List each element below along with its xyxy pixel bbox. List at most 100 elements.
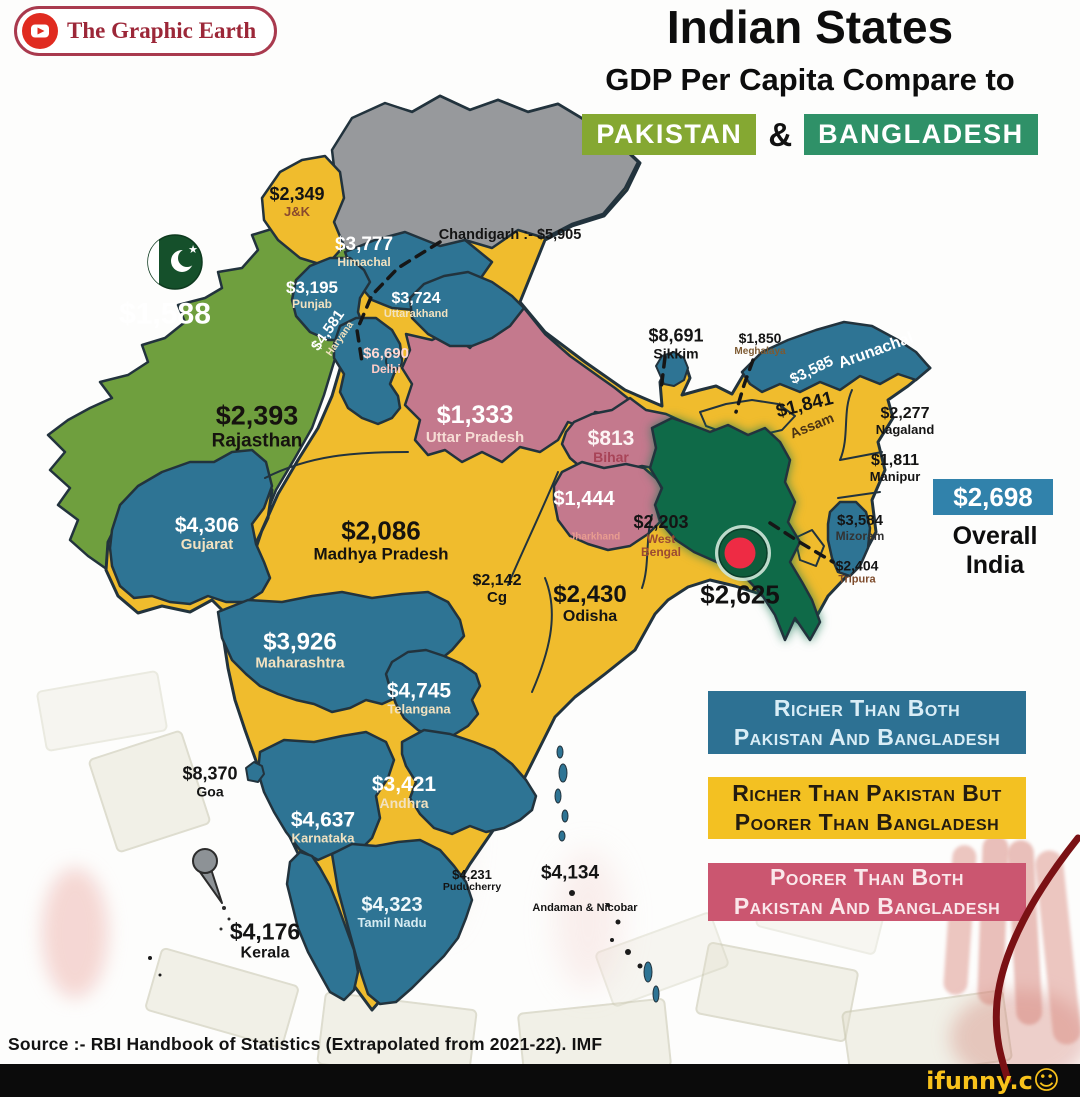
label-gujarat: $4,306 Gujarat — [175, 514, 239, 554]
legend-poorer-than-both: Poorer Than Both Pakistan And Bangladesh — [708, 863, 1026, 921]
label-jk: $2,349 J&K — [269, 183, 325, 219]
telangana-value: $4,745 — [386, 679, 452, 703]
label-goa: $8,370 Goa — [182, 764, 237, 799]
label-delhi: $6,690 Delhi — [363, 346, 409, 376]
rajasthan-value: $2,393 — [215, 400, 299, 431]
label-odisha: $2,430 Odisha — [553, 581, 627, 626]
label-bihar: $813 Bihar — [588, 427, 635, 465]
label-pakistan-value: $1,588 — [119, 297, 211, 331]
mizoram-name: Mizoram — [835, 528, 885, 543]
jk-name: J&K — [283, 203, 310, 219]
label-jharkhand-value: $1,444 — [553, 488, 615, 510]
state-goa — [245, 761, 265, 783]
odisha-name: Odisha — [562, 608, 618, 626]
overall-india-label: Overall India — [952, 522, 1038, 579]
smiley-icon: ☺ — [1032, 1066, 1060, 1096]
title-badges: PAKISTAN & BANGLADESH — [540, 114, 1080, 155]
label-meghalaya: $1,850 Meghalaya — [734, 330, 785, 357]
maharashtra-name: Maharashtra — [255, 654, 345, 672]
legend-line: Richer Than Both — [773, 694, 961, 721]
label-madhya-pradesh: $2,086 Madhya Pradesh — [313, 516, 448, 563]
chhattisgarh-value: $2,142 — [472, 571, 522, 589]
border-chhattisgarh-odisha — [531, 577, 553, 693]
label-karnataka: $4,637 Karnataka — [291, 808, 355, 845]
label-kerala: $4,176 Kerala — [230, 919, 300, 963]
faded-pink-shape — [555, 850, 621, 990]
border-assam-nagaland — [839, 389, 853, 461]
state-jk — [260, 154, 346, 268]
label-mizoram: $3,584 Mizoram — [836, 513, 885, 543]
label-himachal: $3,777 Himachal — [335, 234, 393, 269]
legend-line: Poorer Than Bangladesh — [734, 809, 1000, 835]
uttar-pradesh-name: Uttar Pradesh — [425, 428, 525, 446]
state-haryana — [332, 316, 404, 426]
state-telangana — [384, 648, 482, 740]
label-nagaland: $2,277 Nagaland — [876, 405, 935, 437]
maharashtra-value: $3,926 — [263, 628, 337, 656]
gujarat-name: Gujarat — [180, 536, 234, 554]
channel-name: The Graphic Earth — [67, 18, 257, 43]
uttarakhand-name: Uttarakhand — [383, 307, 449, 320]
sikkim-name: Sikkim — [653, 345, 699, 362]
label-west-bengal: $2,203 West Bengal — [632, 511, 690, 559]
leader-chandigarh — [355, 240, 442, 364]
label-maharashtra: $3,926 Maharashtra — [255, 628, 345, 673]
label-andaman-name: Andaman & Nicobar — [532, 901, 638, 914]
andaman-nicobar-islands — [554, 745, 660, 1003]
label-rajasthan: $2,393 Rajasthan — [211, 400, 303, 453]
goa-name: Goa — [196, 783, 224, 800]
pakistan-flag-icon: ★ — [147, 234, 203, 290]
legend-line: Poorer Than Both — [770, 864, 964, 891]
svg-text:★: ★ — [188, 244, 198, 256]
madhya-pradesh-value: $2,086 — [341, 515, 421, 546]
label-chhattisgarh: $2,142 Cg — [473, 572, 522, 606]
west-bengal-value: $2,203 — [633, 511, 689, 532]
label-chandigarh: Chandigarh :- $5,905 — [438, 227, 582, 244]
puducherry-name: Puducherry — [442, 881, 502, 894]
ifunny-watermark-text: ifunny.c — [926, 1067, 1033, 1095]
border-mp-chhattisgarh — [507, 471, 559, 586]
border-odisha-westbengal — [641, 514, 653, 589]
label-andhra: $3,421 Andhra — [372, 773, 436, 811]
nagaland-name: Nagaland — [875, 421, 935, 437]
legend-line: Richer Than Pakistan But — [732, 780, 1002, 807]
label-tripura: $2,404 Tripura — [835, 557, 879, 586]
leader-sikkim — [659, 355, 667, 392]
legend-line: Pakistan And Bangladesh — [733, 723, 1001, 750]
border-manipur-mizoram — [837, 491, 881, 499]
border-nagaland-manipur — [839, 451, 883, 461]
uttar-pradesh-value: $1,333 — [436, 401, 514, 429]
state-andhra — [400, 728, 538, 836]
punjab-name: Punjab — [291, 296, 332, 311]
rajasthan-name: Rajasthan — [211, 430, 303, 452]
leader-tripura — [768, 521, 835, 564]
tripura-value: $2,404 — [835, 557, 879, 574]
page-subtitle: GDP Per Capita Compare to — [605, 62, 1015, 97]
channel-logo: The Graphic Earth — [14, 6, 278, 56]
telangana-name: Telangana — [387, 701, 451, 717]
faded-pink-shape — [42, 868, 108, 998]
state-jharkhand — [552, 460, 666, 552]
odisha-value: $2,430 — [553, 581, 627, 609]
label-bangladesh-value: $2,625 — [700, 579, 780, 610]
label-punjab: $3,195 Punjab — [286, 278, 338, 311]
jk-value: $2,349 — [269, 183, 325, 204]
leader-meghalaya — [734, 358, 755, 414]
label-puducherry: $4,231 Puducherry — [442, 867, 502, 894]
uttarakhand-value: $3,724 — [391, 290, 441, 308]
bihar-value: $813 — [587, 426, 635, 450]
label-andaman-value: $4,134 — [540, 862, 600, 884]
label-uttar-pradesh: $1,333 Uttar Pradesh — [425, 401, 525, 446]
bihar-name: Bihar — [593, 448, 629, 465]
tamil-nadu-value: $4,323 — [361, 893, 423, 916]
sikkim-value: $8,691 — [648, 325, 704, 346]
pakistan-badge: PAKISTAN — [582, 114, 757, 155]
page-title: Indian States — [666, 1, 954, 53]
tripura-name: Tripura — [838, 573, 876, 586]
tamil-nadu-name: Tamil Nadu — [357, 914, 427, 930]
bottom-black-bar — [0, 1064, 1080, 1097]
label-uttarakhand: $3,724 Uttarakhand — [384, 290, 448, 320]
manipur-value: $1,811 — [870, 452, 920, 470]
bangladesh-badge: BANGLADESH — [804, 114, 1038, 155]
